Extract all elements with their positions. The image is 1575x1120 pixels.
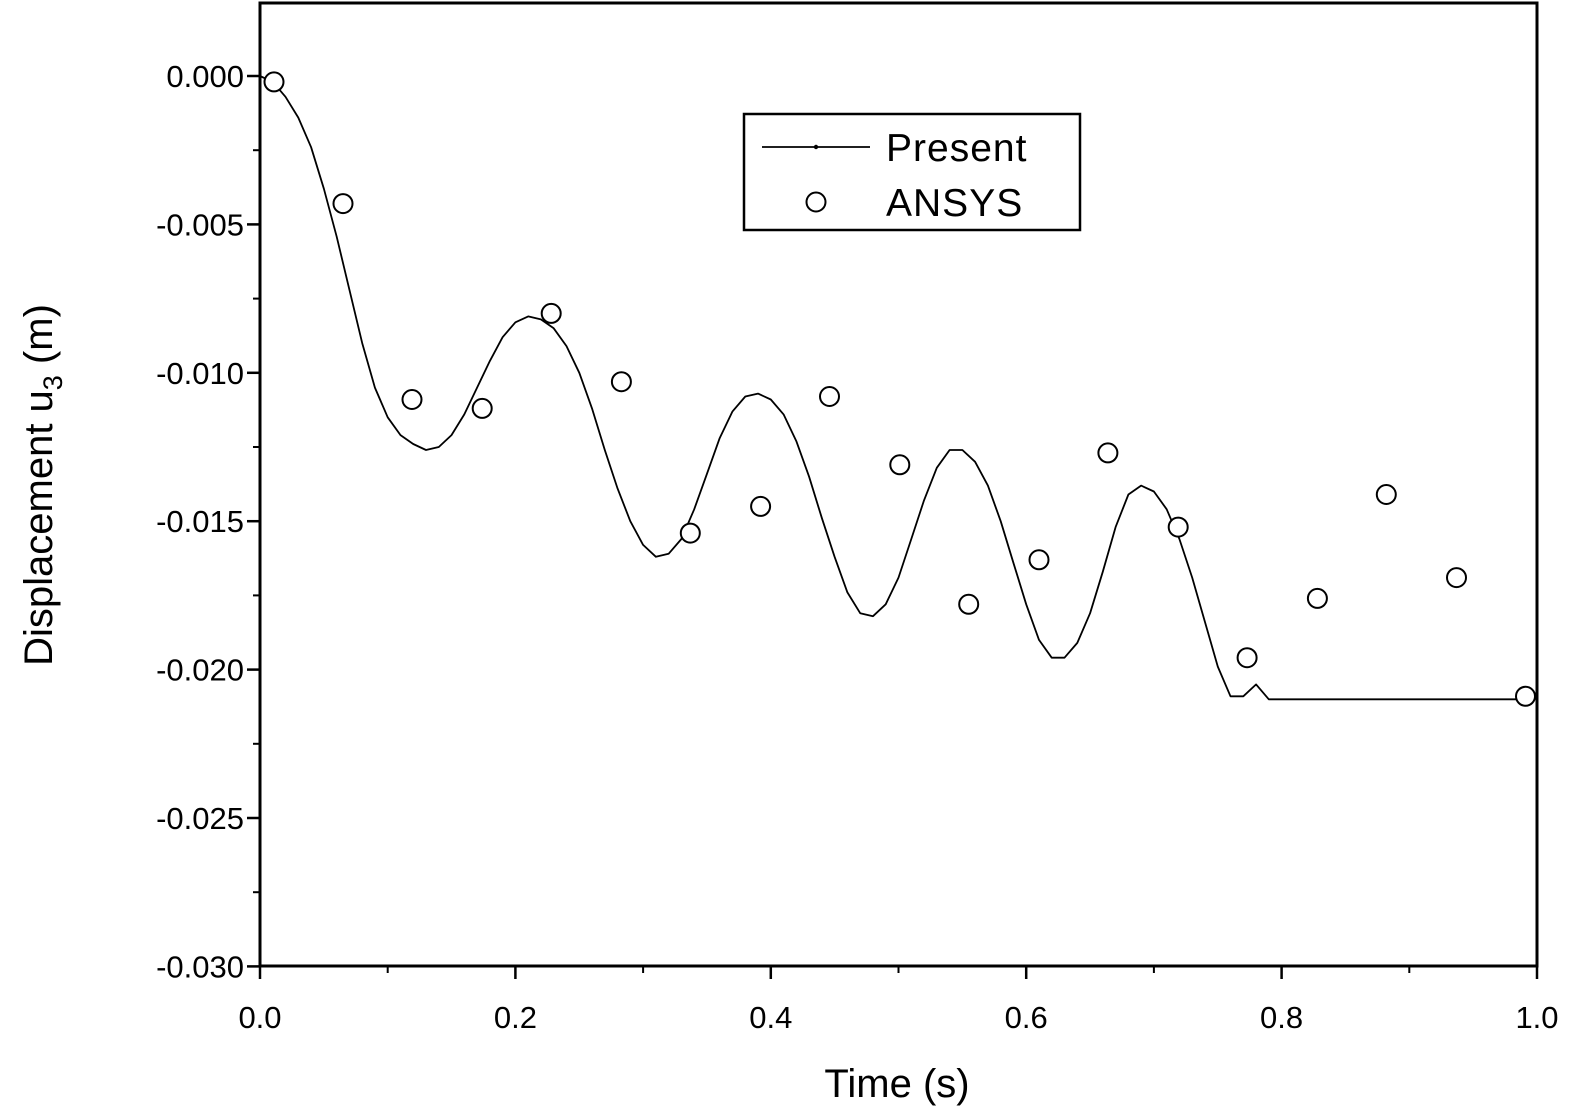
series-present-line — [259, 75, 1525, 701]
legend-box — [742, 112, 1082, 232]
ansys-marker — [1446, 567, 1467, 589]
ansys-marker — [958, 593, 980, 615]
ansys-marker — [1306, 587, 1328, 609]
x-tick-label: 0.0 — [238, 1000, 281, 1035]
ansys-marker — [1028, 549, 1050, 571]
ansys-marker — [610, 371, 632, 393]
legend: Present ANSYS — [742, 112, 1082, 232]
y-tick-label: 0.000 — [166, 59, 244, 94]
ansys-marker — [750, 495, 772, 517]
x-tick-label: 0.6 — [1005, 1000, 1048, 1035]
ansys-marker — [889, 454, 911, 476]
legend-ansys-marker — [805, 191, 827, 213]
legend-label-ansys: ANSYS — [886, 182, 1023, 225]
y-tick-label: -0.005 — [156, 207, 244, 242]
ansys-marker — [1375, 484, 1397, 505]
ansys-marker — [401, 389, 423, 410]
ansys-marker — [679, 522, 701, 544]
y-axis-title-subscript: 3 — [38, 375, 68, 390]
x-tick-label: 0.2 — [494, 1000, 537, 1035]
y-tick-label: -0.020 — [156, 653, 244, 688]
ansys-marker — [1236, 647, 1258, 669]
legend-present-dot — [813, 144, 819, 150]
ansys-marker — [263, 71, 285, 93]
ansys-marker — [819, 386, 840, 407]
legend-label-present: Present — [886, 127, 1027, 170]
y-axis-title-unit: (m) — [17, 304, 61, 375]
ansys-marker — [471, 397, 493, 419]
y-tick-label: -0.025 — [156, 801, 244, 836]
ansys-marker — [1167, 516, 1189, 538]
y-tick-label: -0.030 — [156, 949, 244, 984]
y-tick-label: -0.010 — [156, 356, 244, 391]
y-axis-title: Displacement u3 (m) — [17, 304, 68, 666]
y-tick-label: -0.015 — [156, 504, 244, 539]
ansys-marker — [1097, 442, 1119, 464]
x-axis-title: Time (s) — [824, 1062, 969, 1106]
axis-ticks: 0.0 0.2 0.4 0.6 0.8 1.0 0.000 -0.005 -0.010 -0.01… — [156, 59, 1558, 1035]
x-tick-label: 0.4 — [749, 1000, 792, 1035]
x-tick-label: 1.0 — [1515, 1000, 1558, 1035]
ansys-marker — [1515, 685, 1536, 707]
y-axis-title-main: Displacement u — [17, 390, 61, 666]
x-tick-label: 0.8 — [1260, 1000, 1303, 1035]
series-layer — [259, 71, 1536, 707]
ansys-marker — [332, 193, 354, 215]
ansys-marker — [540, 302, 562, 324]
